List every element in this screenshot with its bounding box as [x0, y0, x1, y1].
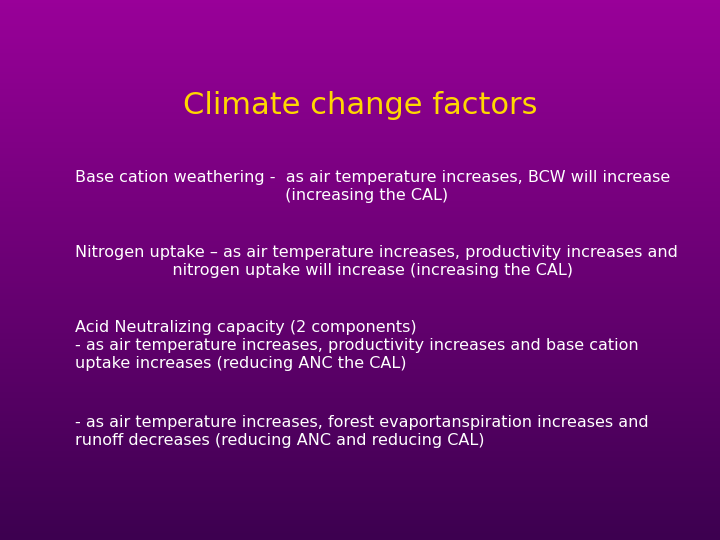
Text: nitrogen uptake will increase (increasing the CAL): nitrogen uptake will increase (increasin… [75, 263, 573, 278]
Text: Nitrogen uptake – as air temperature increases, productivity increases and: Nitrogen uptake – as air temperature inc… [75, 245, 678, 260]
Text: Base cation weathering -  as air temperature increases, BCW will increase: Base cation weathering - as air temperat… [75, 170, 670, 185]
Text: Climate change factors: Climate change factors [183, 91, 537, 119]
Text: (increasing the CAL): (increasing the CAL) [75, 188, 448, 203]
Text: Acid Neutralizing capacity (2 components): Acid Neutralizing capacity (2 components… [75, 320, 417, 335]
Text: uptake increases (reducing ANC the CAL): uptake increases (reducing ANC the CAL) [75, 356, 407, 370]
Text: - as air temperature increases, forest evaportanspiration increases and: - as air temperature increases, forest e… [75, 415, 649, 430]
Text: - as air temperature increases, productivity increases and base cation: - as air temperature increases, producti… [75, 338, 639, 353]
Text: runoff decreases (reducing ANC and reducing CAL): runoff decreases (reducing ANC and reduc… [75, 433, 485, 448]
